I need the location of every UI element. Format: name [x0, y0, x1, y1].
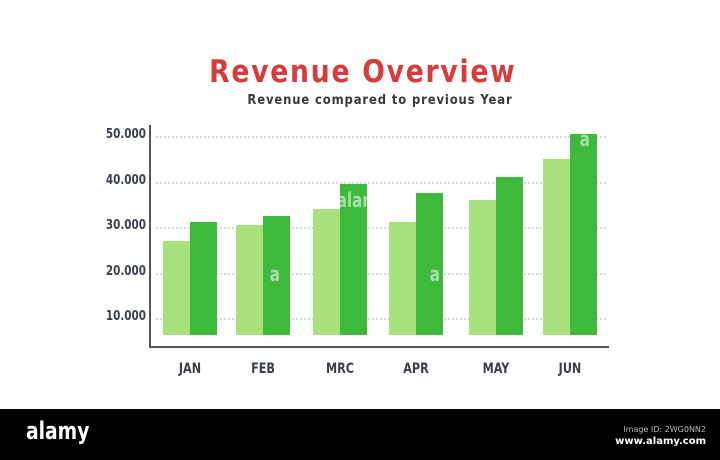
- bar-current-year-jun: [570, 134, 597, 335]
- bar-previous-year-jun: [543, 159, 570, 335]
- site-url: www.alamy.com: [615, 436, 706, 447]
- y-tick-label: 10.000: [105, 309, 146, 324]
- x-tick-label: APR: [403, 361, 429, 377]
- bar-previous-year-may: [469, 200, 496, 335]
- bar-current-year-jan: [190, 222, 217, 335]
- bar-current-year-feb: [263, 216, 290, 335]
- alamy-logo: alamy: [26, 417, 90, 445]
- x-tick-label: JUN: [558, 361, 582, 377]
- bar-current-year-may: [496, 177, 523, 335]
- y-axis-line: [149, 125, 151, 348]
- bar-previous-year-feb: [236, 225, 263, 335]
- bar-previous-year-mrc: [313, 209, 340, 335]
- gridline: [156, 182, 606, 184]
- bar-previous-year-apr: [389, 222, 416, 335]
- gridline: [156, 136, 606, 138]
- x-tick-label: MAY: [482, 361, 510, 377]
- x-axis-line: [149, 346, 609, 348]
- y-tick-label: 30.000: [105, 218, 146, 233]
- chart-title: Revenue Overview: [209, 54, 517, 90]
- watermark-fragment: a: [269, 262, 280, 286]
- watermark-fragment: alam: [336, 188, 378, 212]
- gridline: [156, 318, 606, 320]
- y-tick-label: 50.000: [105, 127, 146, 142]
- x-tick-label: MRC: [326, 361, 354, 377]
- x-tick-label: FEB: [251, 361, 275, 377]
- bar-chart-plot-area: 10.000 20.000 30.000 40.000 50.000 JAN FEB MRC A…: [105, 125, 609, 377]
- gridline: [156, 227, 606, 229]
- image-id-label: Image ID: 2WG0NN2: [623, 425, 706, 434]
- gridline: [156, 273, 606, 275]
- x-tick-label: JAN: [178, 361, 202, 377]
- bar-current-year-apr: [416, 193, 443, 335]
- bar-current-year-mrc: [340, 184, 367, 335]
- bar-previous-year-jan: [163, 241, 190, 335]
- watermark-fragment: a: [579, 127, 590, 151]
- y-tick-label: 20.000: [105, 264, 146, 279]
- watermark-fragment: a: [429, 262, 440, 286]
- watermark-footer-bar: [0, 409, 720, 460]
- y-tick-label: 40.000: [105, 173, 146, 188]
- chart-subtitle: Revenue compared to previous Year: [247, 92, 513, 108]
